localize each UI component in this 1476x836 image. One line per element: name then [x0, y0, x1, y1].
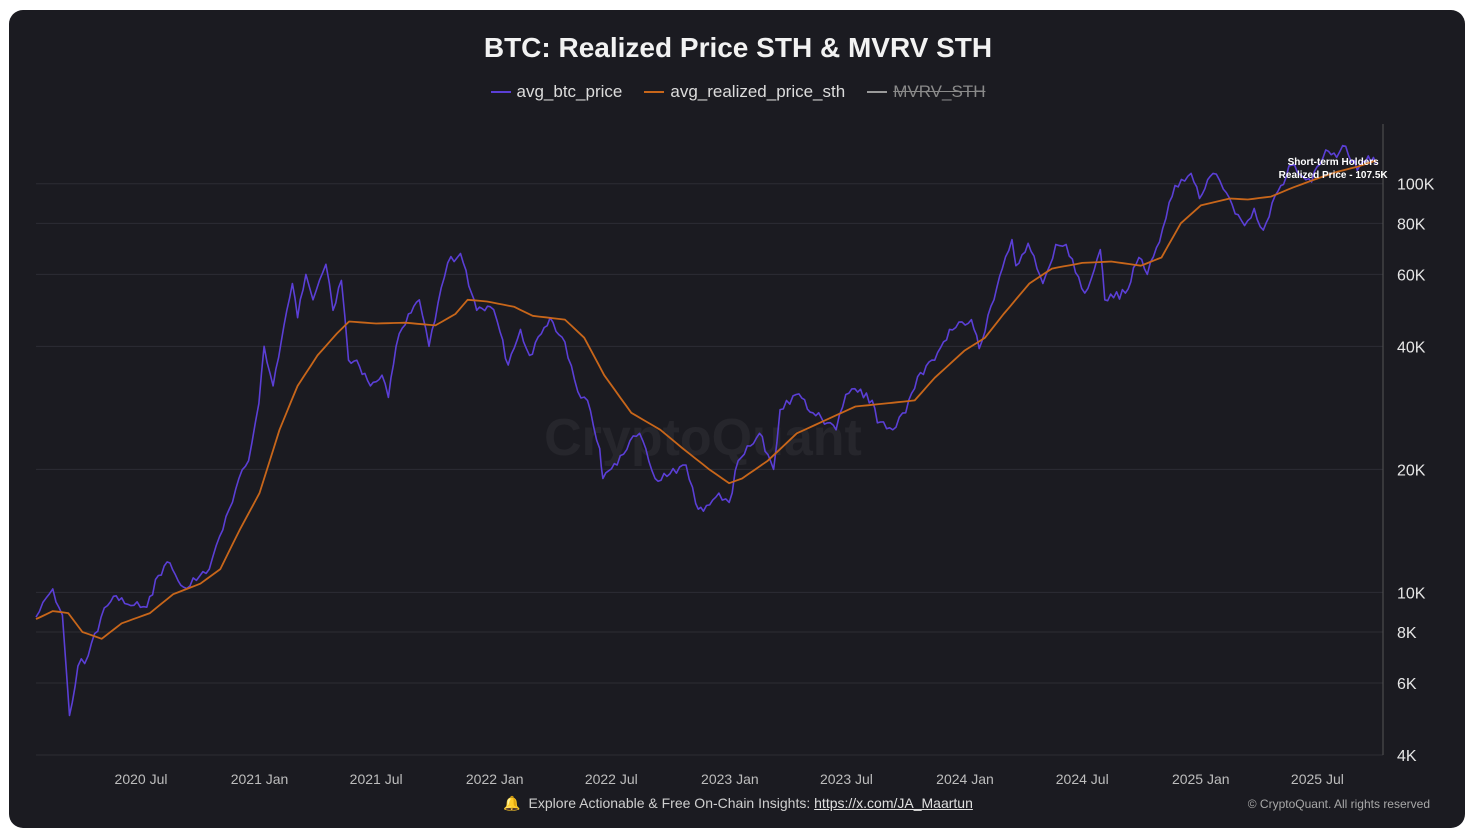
chart-title: BTC: Realized Price STH & MVRV STH: [483, 32, 993, 63]
y-tick-label: 10K: [1397, 585, 1426, 602]
legend-swatch-mvrv-sth: [867, 91, 888, 93]
y-tick-label: 8K: [1397, 625, 1417, 642]
legend-label: avg_realized_price_sth: [670, 82, 846, 101]
annotations: Short-term Holders Realized Price - 107.5…: [1279, 157, 1389, 181]
footer: 🔔 Explore Actionable & Free On-Chain Insi…: [0, 795, 1476, 812]
legend-swatch-avg-realized-price-sth: [644, 91, 665, 93]
x-tick-label: 2022 Jan: [466, 771, 524, 787]
annotation-line2: Realized Price - 107.5K: [1279, 170, 1389, 181]
y-tick-label: 40K: [1397, 339, 1426, 356]
legend-item-mvrv-sth[interactable]: MVRV_STH: [867, 82, 985, 102]
x-tick-label: 2024 Jul: [1056, 771, 1109, 787]
y-tick-label: 60K: [1397, 267, 1426, 284]
y-tick-label: 4K: [1397, 748, 1417, 765]
chart-card: [9, 10, 1465, 828]
y-tick-label: 80K: [1397, 216, 1426, 233]
x-tick-label: 2025 Jan: [1172, 771, 1230, 787]
watermark: CryptoQuant: [544, 409, 862, 467]
legend-label: avg_btc_price: [516, 82, 623, 101]
copyright: © CryptoQuant. All rights reserved: [1247, 797, 1430, 811]
series-line-avg_btc_price: [35, 144, 1377, 717]
legend: avg_btc_price avg_realized_price_sth MVR…: [0, 82, 1476, 102]
y-axis-ticks: 4K 6K 8K 10K 20K 40K 60K 80K 100K: [1397, 177, 1435, 765]
y-tick-label: 20K: [1397, 462, 1426, 479]
x-axis-ticks: 2020 Jul 2021 Jan 2021 Jul 2022 Jan 2022 Jul…: [115, 771, 1344, 787]
series-line-avg_realized_price_sth: [35, 159, 1377, 640]
annotation-line1: Short-term Holders: [1288, 157, 1380, 168]
footer-link[interactable]: https://x.com/JA_Maartun: [814, 795, 973, 811]
x-tick-label: 2020 Jul: [115, 771, 168, 787]
footer-text: Explore Actionable & Free On-Chain Insig…: [528, 795, 815, 811]
x-tick-label: 2021 Jul: [350, 771, 403, 787]
legend-item-avg-realized-price-sth[interactable]: avg_realized_price_sth: [644, 82, 845, 102]
x-tick-label: 2021 Jan: [231, 771, 289, 787]
x-tick-label: 2022 Jul: [585, 771, 638, 787]
x-tick-label: 2023 Jul: [820, 771, 873, 787]
bell-icon: 🔔: [503, 795, 521, 811]
series-lines: [35, 144, 1377, 717]
y-tick-label: 6K: [1397, 676, 1417, 693]
legend-item-avg-btc-price[interactable]: avg_btc_price: [490, 82, 623, 102]
y-tick-label: 100K: [1397, 177, 1435, 194]
x-tick-label: 2024 Jan: [936, 771, 994, 787]
x-tick-label: 2023 Jan: [701, 771, 759, 787]
legend-swatch-avg-btc-price: [490, 91, 511, 93]
x-tick-label: 2025 Jul: [1291, 771, 1344, 787]
legend-label: MVRV_STH: [893, 82, 986, 101]
